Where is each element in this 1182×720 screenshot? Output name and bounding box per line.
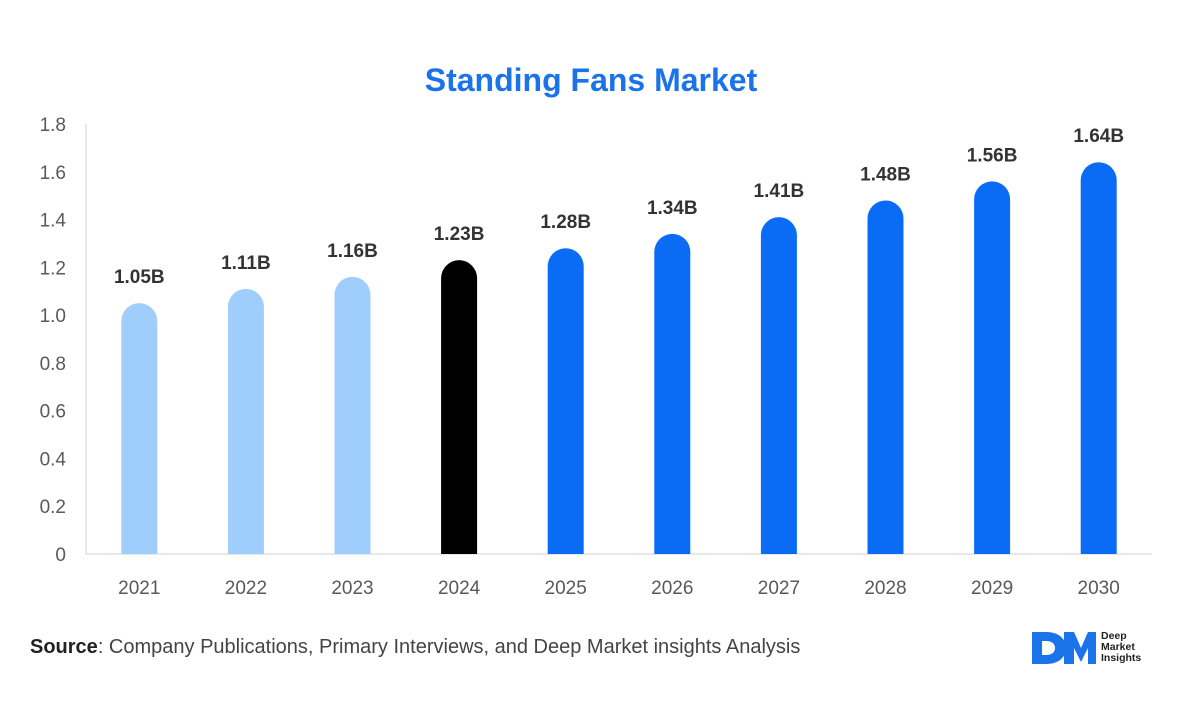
data-label-2023: 1.16B (327, 241, 378, 262)
bar-2024 (441, 260, 478, 554)
x-tick-label-2025: 2025 (545, 578, 587, 599)
bar-2028 (867, 200, 904, 554)
bar-2022 (227, 288, 264, 554)
bar-series (121, 162, 1117, 555)
bar-2030 (1080, 162, 1117, 554)
bar-2023 (334, 276, 371, 554)
x-tick-label-2027: 2027 (758, 578, 800, 599)
x-axis-ticks: 2021 2022 2023 2024 2025 2026 2027 2028 2029 2030 (118, 578, 1120, 599)
logo-text: Deep Market Insights (1101, 631, 1141, 664)
x-tick-label-2023: 2023 (331, 578, 373, 599)
logo-line-market: Market (1101, 641, 1135, 653)
y-axis-ticks: 0 0.2 0.4 0.6 0.8 1.0 1.2 1.4 1.6 1.8 (40, 115, 67, 566)
data-labels: 1.05B 1.11B 1.16B 1.23B 1.28B 1.34B 1.41B 1.48B… (114, 126, 1124, 288)
y-tick-label: 1.4 (40, 211, 67, 232)
source-label: Source (30, 636, 98, 658)
bar-2029 (974, 181, 1011, 555)
y-tick-label: 0.2 (40, 497, 66, 518)
x-tick-label-2026: 2026 (651, 578, 693, 599)
data-label-2028: 1.48B (860, 164, 911, 185)
x-tick-label-2021: 2021 (118, 578, 160, 599)
x-tick-label-2024: 2024 (438, 578, 481, 599)
bar-2026 (654, 233, 691, 554)
y-tick-label: 0.8 (40, 354, 66, 375)
y-tick-label: 1.2 (40, 258, 66, 279)
logo-line-deep: Deep (1101, 630, 1127, 642)
data-label-2026: 1.34B (647, 198, 698, 219)
data-label-2030: 1.64B (1073, 126, 1124, 147)
data-label-2025: 1.28B (540, 212, 591, 233)
dm-logo-icon (1032, 632, 1096, 664)
y-tick-label: 1.6 (40, 163, 66, 184)
y-tick-label: 0.4 (40, 449, 67, 470)
logo-line-insights: Insights (1101, 652, 1142, 664)
brand-logo: Deep Market Insights (1030, 626, 1160, 672)
chart-title: Standing Fans Market (424, 62, 758, 98)
data-label-2021: 1.05B (114, 267, 165, 288)
y-tick-label: 0.6 (40, 402, 66, 423)
y-tick-label: 1.8 (40, 115, 66, 136)
data-label-2027: 1.41B (754, 181, 805, 202)
x-tick-label-2022: 2022 (225, 578, 267, 599)
y-tick-label: 1.0 (40, 306, 66, 327)
x-tick-label-2029: 2029 (971, 578, 1013, 599)
data-label-2022: 1.11B (221, 253, 271, 274)
y-tick-label: 0 (55, 545, 66, 566)
bar-2025 (547, 248, 584, 554)
source-text: : Company Publications, Primary Intervie… (97, 636, 801, 658)
x-tick-label-2028: 2028 (864, 578, 906, 599)
data-label-2024: 1.23B (434, 224, 485, 245)
bar-2027 (760, 217, 797, 554)
x-tick-label-2030: 2030 (1078, 578, 1120, 599)
source-note: Source: Company Publications, Primary In… (30, 636, 800, 659)
data-label-2029: 1.56B (967, 145, 1018, 166)
bar-2021 (121, 303, 158, 554)
